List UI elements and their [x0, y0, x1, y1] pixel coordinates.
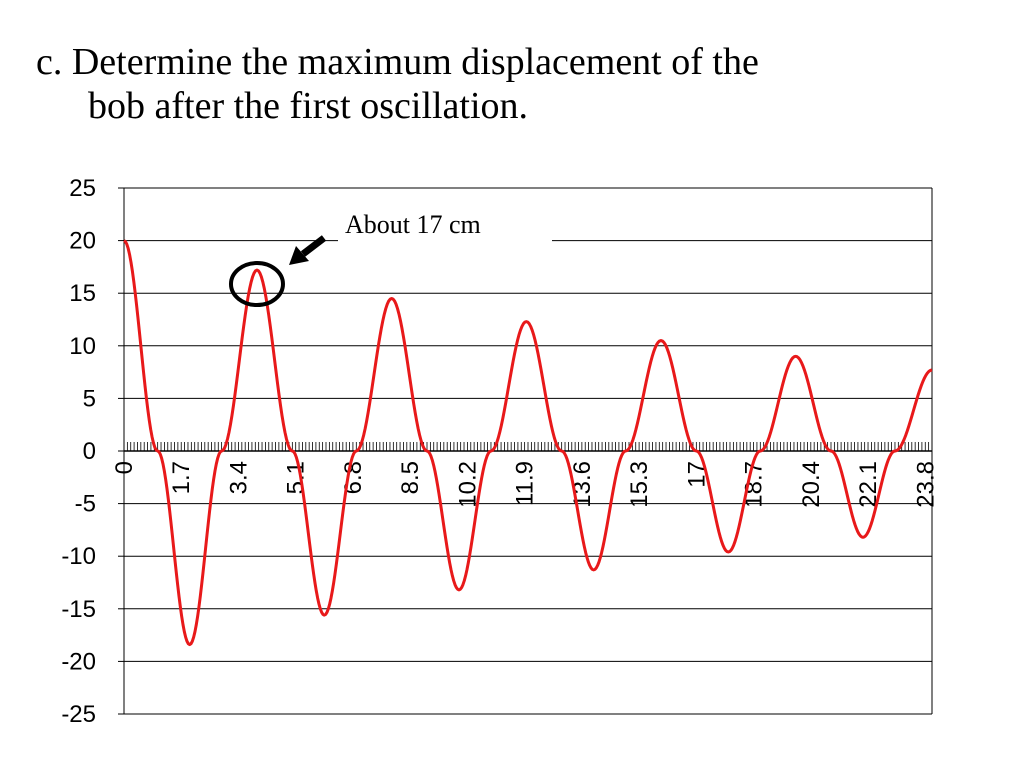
- y-tick-label: -10: [61, 543, 96, 570]
- annotation-arrow-head: [289, 246, 309, 265]
- x-minor-ticks: [123, 442, 933, 451]
- y-tick-label: -5: [75, 491, 96, 518]
- y-tick-label: 20: [69, 228, 96, 255]
- y-tick-label: -20: [61, 648, 96, 675]
- axis-layer: [118, 187, 933, 715]
- annotation-arrow-shaft: [300, 235, 327, 257]
- x-tick-label: 3.4: [225, 461, 252, 494]
- annotation-layer: About 17 cm: [228, 200, 552, 308]
- y-tick-label: 0: [83, 438, 96, 465]
- y-tick-label: 25: [69, 175, 96, 202]
- grid-layer: [124, 187, 932, 715]
- x-tick-label: 23.8: [912, 461, 939, 508]
- y-tick-label: 15: [69, 280, 96, 307]
- slide-title: c. Determine the maximum displacement of…: [36, 40, 996, 128]
- x-tick-label: 1.7: [168, 461, 195, 494]
- y-tick-label: 5: [83, 385, 96, 412]
- x-tick-label: 15.3: [626, 461, 653, 508]
- annotation-label-background: [338, 200, 552, 244]
- annotation-label: About 17 cm: [345, 210, 481, 239]
- y-tick-label: -25: [61, 701, 96, 728]
- label-layer: 25 20 15 10 5 0 -5 -10 -15 -20 -25 0 1.7 3.4 5.1 6.8 8.5…: [61, 175, 939, 728]
- x-tick-label: 20.4: [798, 461, 825, 508]
- annotation-circle: [228, 261, 285, 308]
- slide-title-line-1: c. Determine the maximum displacement of…: [36, 41, 759, 83]
- y-tick-label: 10: [69, 333, 96, 360]
- x-tick-label: 11.9: [512, 461, 539, 506]
- series-layer: [123, 239, 933, 647]
- x-tick-label: 6.8: [340, 461, 367, 494]
- slide-title-line-2: bob after the first oscillation.: [88, 85, 529, 127]
- y-tick-label: -15: [61, 596, 96, 623]
- x-tick-label: 8.5: [397, 461, 424, 494]
- series-line: [123, 239, 933, 647]
- x-tick-label: 5.1: [283, 461, 310, 494]
- x-tick-label: 0: [111, 461, 138, 474]
